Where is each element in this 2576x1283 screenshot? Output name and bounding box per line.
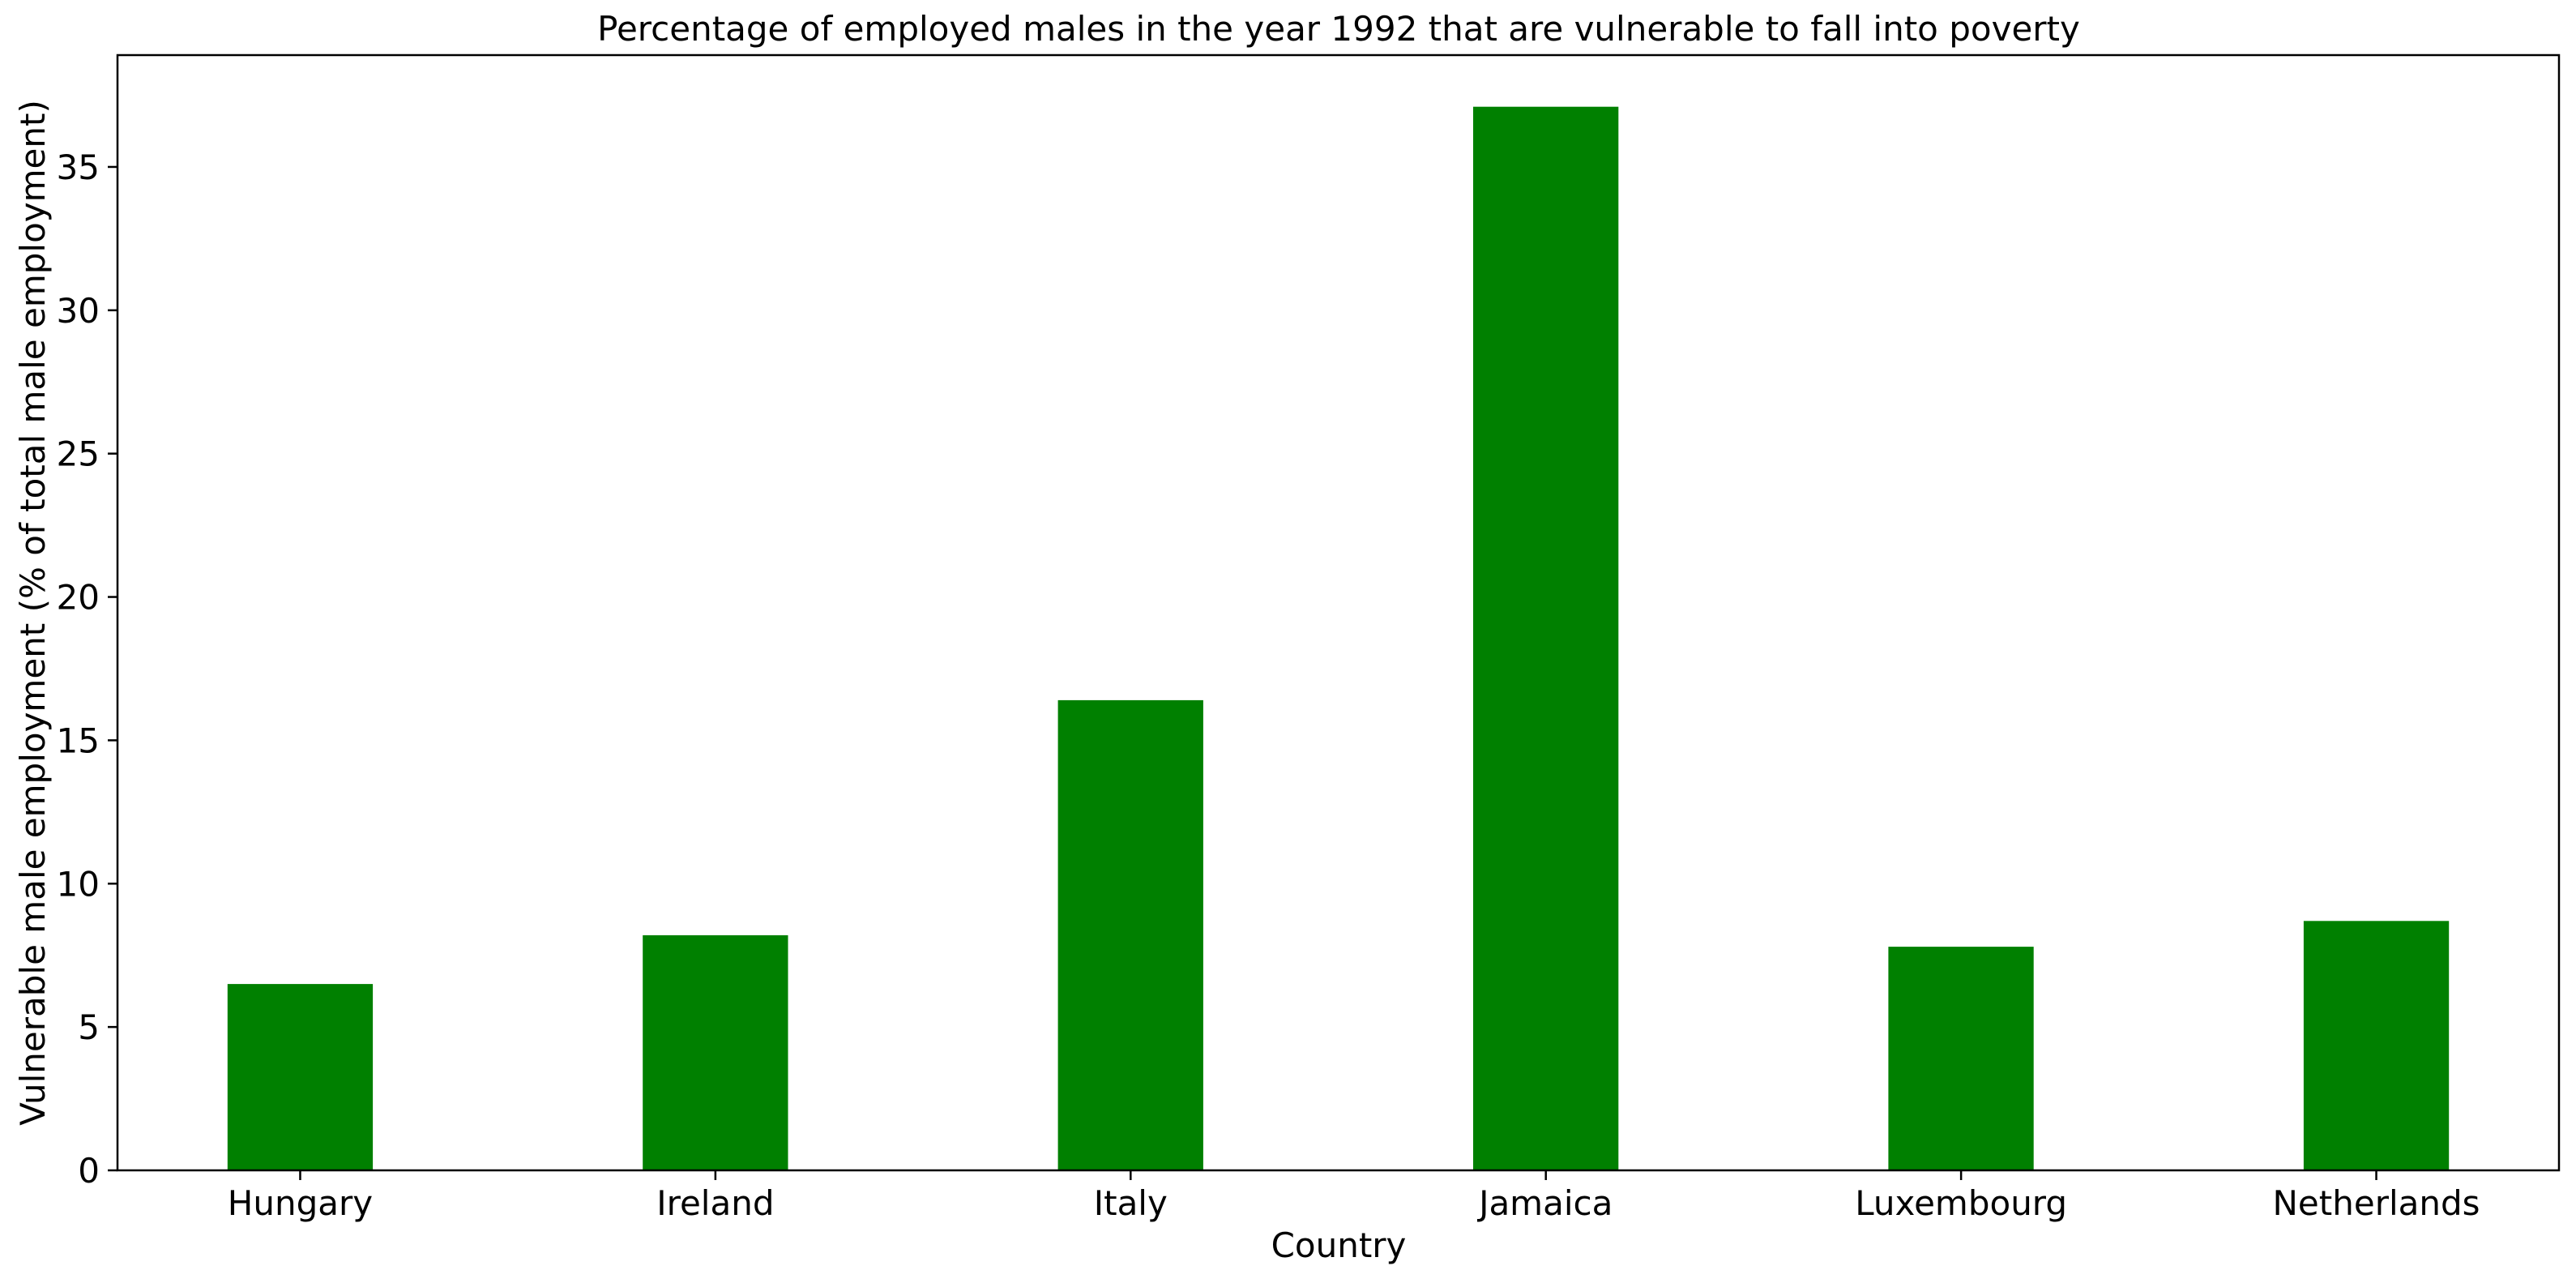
chart-title: Percentage of employed males in the year… [597, 9, 2080, 49]
bar-hungary [227, 984, 374, 1170]
y-tick-label: 20 [57, 578, 100, 618]
y-tick-label: 25 [57, 434, 100, 474]
x-tick-label: Luxembourg [1855, 1183, 2067, 1223]
y-tick-label: 0 [78, 1151, 100, 1191]
y-tick-label: 5 [78, 1007, 100, 1047]
bar-ireland [643, 934, 788, 1170]
x-tick-label: Jamaica [1476, 1183, 1613, 1223]
y-axis-label: Vulnerable male employment (% of total m… [13, 100, 53, 1126]
y-tick-label: 30 [57, 291, 100, 331]
x-tick-label: Ireland [656, 1183, 774, 1223]
bar-netherlands [2303, 921, 2450, 1170]
bar-luxembourg [1888, 947, 2034, 1170]
y-axis: 0 5 10 15 20 25 30 35 [57, 148, 117, 1191]
y-tick-label: 15 [57, 721, 100, 760]
y-tick-label: 10 [57, 864, 100, 904]
x-axis: Hungary Ireland Italy Jamaica Luxembourg Neth… [228, 1170, 2480, 1223]
bar-italy [1057, 699, 1203, 1170]
bar-jamaica [1473, 106, 1619, 1171]
x-tick-label: Hungary [228, 1183, 373, 1223]
x-axis-label: Country [1271, 1225, 1407, 1265]
plot-frame [116, 53, 2561, 1172]
x-tick-label: Italy [1094, 1183, 1168, 1223]
bars-layer [227, 106, 2450, 1171]
x-tick-label: Netherlands [2273, 1183, 2480, 1223]
y-tick-label: 35 [57, 148, 100, 187]
